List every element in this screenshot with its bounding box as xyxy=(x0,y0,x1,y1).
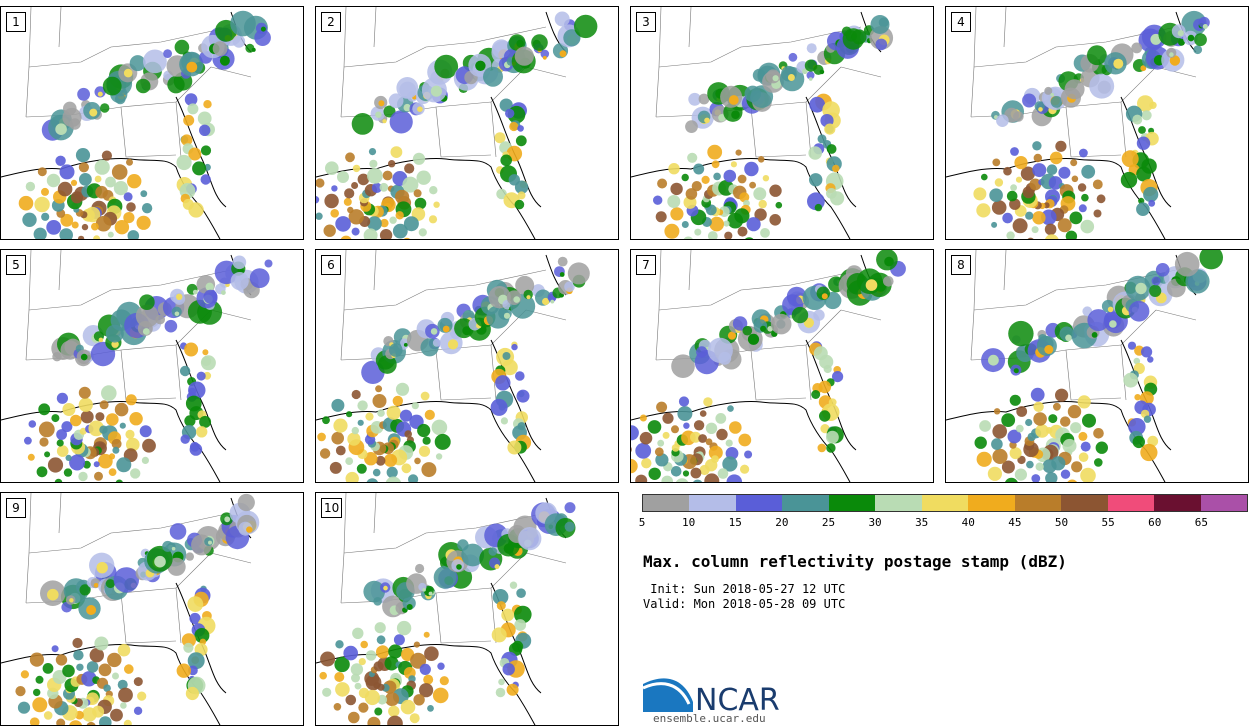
colorbar-segment xyxy=(782,495,829,511)
colorbar-segment xyxy=(968,495,1015,511)
colorbar-tick-label: 35 xyxy=(915,516,929,529)
reflectivity-map xyxy=(316,250,590,482)
reflectivity-map xyxy=(1,493,260,725)
colorbar-segment xyxy=(689,495,736,511)
colorbar-ticks: 5 10 15 20 25 30 35 40 45 50 55 60 65 xyxy=(638,516,1248,530)
ensemble-member-panel-7: 7 xyxy=(630,249,934,483)
ensemble-member-panel-9: 9 xyxy=(0,492,304,726)
colorbar-tick-label: 40 xyxy=(961,516,975,529)
reflectivity-map xyxy=(316,493,576,725)
colorbar-segment xyxy=(643,495,690,511)
colorbar-tick-label: 15 xyxy=(728,516,742,529)
colorbar-segment xyxy=(1154,495,1201,511)
reflectivity-map xyxy=(946,7,1210,239)
colorbar-segment xyxy=(921,495,969,511)
panel-number: 1 xyxy=(6,12,26,32)
colorbar-segment xyxy=(1200,495,1248,511)
colorbar-tick-label: 60 xyxy=(1148,516,1162,529)
colorbar-tick-label: 65 xyxy=(1194,516,1208,529)
colorbar-segment xyxy=(828,495,876,511)
panel-number: 7 xyxy=(636,255,656,275)
colorbar-segment xyxy=(875,495,922,511)
colorbar-tick-label: 30 xyxy=(868,516,882,529)
logo-url: ensemble.ucar.edu xyxy=(653,712,766,725)
ensemble-member-panel-1: 1 xyxy=(0,6,304,240)
ensemble-member-panel-8: 8 xyxy=(945,249,1249,483)
ensemble-member-panel-4: 4 xyxy=(945,6,1249,240)
panel-number: 9 xyxy=(6,498,26,518)
reflectivity-map xyxy=(316,7,598,239)
reflectivity-map xyxy=(631,250,906,482)
reflectivity-map xyxy=(1,7,271,239)
reflectivity-map xyxy=(946,250,1223,482)
figure-title: Max. column reflectivity postage stamp (… xyxy=(643,552,1067,571)
colorbar-tick-label: 5 xyxy=(638,516,646,529)
colorbar-tick-label: 20 xyxy=(775,516,789,529)
panel-number: 8 xyxy=(951,255,971,275)
colorbar-tick-label: 25 xyxy=(821,516,836,529)
reflectivity-map xyxy=(1,250,273,482)
ensemble-member-panel-6: 6 xyxy=(315,249,619,483)
panel-number: 6 xyxy=(321,255,341,275)
colorbar xyxy=(642,494,1248,512)
ncar-logo-text: NCAR xyxy=(695,683,780,714)
panel-number: 4 xyxy=(951,12,971,32)
panel-number: 5 xyxy=(6,255,26,275)
valid-time: Valid: Mon 2018-05-28 09 UTC xyxy=(643,597,846,611)
ensemble-member-panel-2: 2 xyxy=(315,6,619,240)
colorbar-tick-label: 10 xyxy=(681,516,696,529)
colorbar-segment xyxy=(1014,495,1062,511)
ncar-logo: NCAR xyxy=(643,678,780,714)
colorbar-tick-label: 45 xyxy=(1008,516,1022,529)
colorbar-tick-label: 55 xyxy=(1101,516,1115,529)
init-time: Init: Sun 2018-05-27 12 UTC xyxy=(643,582,846,596)
ensemble-member-panel-3: 3 xyxy=(630,6,934,240)
colorbar-segment xyxy=(735,495,783,511)
colorbar-segment xyxy=(1107,495,1155,511)
colorbar-tick-label: 50 xyxy=(1054,516,1069,529)
ensemble-member-panel-5: 5 xyxy=(0,249,304,483)
colorbar-segment xyxy=(1061,495,1108,511)
panel-number: 2 xyxy=(321,12,341,32)
ensemble-member-panel-10: 10 xyxy=(315,492,619,726)
panel-number: 10 xyxy=(321,498,343,518)
panel-number: 3 xyxy=(636,12,656,32)
reflectivity-map xyxy=(631,7,894,239)
